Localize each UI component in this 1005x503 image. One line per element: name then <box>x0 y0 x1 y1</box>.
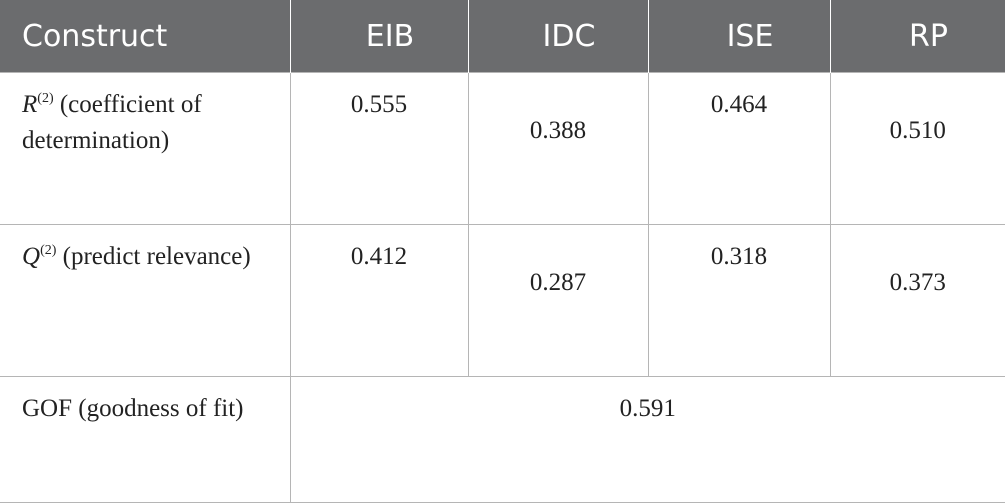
value-cell: 0.591 <box>289 376 1005 503</box>
value-cell: 0.510 <box>829 72 1005 225</box>
superscript: (2) <box>37 91 54 106</box>
header-cell: EIB <box>290 0 469 73</box>
header-cell: IDC <box>468 0 649 73</box>
row-label: R(2) (coefficient of determination) <box>0 72 291 225</box>
header-cell: Construct <box>0 0 291 73</box>
label-text: (coefficient of determination) <box>22 91 202 154</box>
table-body: R(2) (coefficient of determination) 0.555… <box>0 72 1005 503</box>
value-cell: 0.464 <box>647 72 831 225</box>
value: 0.318 <box>710 243 768 270</box>
value: 0.388 <box>529 117 587 144</box>
value: 0.287 <box>529 269 587 296</box>
value-cell: 0.287 <box>467 224 649 377</box>
value-cell: 0.318 <box>647 224 831 377</box>
value-cell: 0.388 <box>467 72 649 225</box>
superscript: (2) <box>40 243 57 258</box>
header-cell: RP <box>830 0 1005 73</box>
value-cell: 0.412 <box>289 224 469 377</box>
value: 0.412 <box>350 243 408 270</box>
value: 0.464 <box>710 91 768 118</box>
value: 0.373 <box>889 269 946 296</box>
symbol: Q <box>22 243 41 270</box>
value: 0.510 <box>889 117 946 144</box>
row: GOF (goodness of fit) 0.591 <box>0 376 1005 503</box>
value-cell: 0.373 <box>829 224 1005 377</box>
row: R(2) (coefficient of determination) 0.555… <box>0 72 1005 225</box>
header-cell: ISE <box>648 0 831 73</box>
value: 0.591 <box>619 395 676 422</box>
value: 0.555 <box>350 91 408 118</box>
row-label: Q(2) (predict relevance) <box>0 224 291 377</box>
row-label: GOF (goodness of fit) <box>0 376 291 503</box>
header-row: Construct EIB IDC ISE RP <box>0 0 1005 73</box>
value-cell: 0.555 <box>289 72 469 225</box>
symbol: R <box>22 91 38 118</box>
row: Q(2) (predict relevance) 0.412 0.287 0.318 0… <box>0 224 1005 377</box>
label-text: GOF (goodness of fit) <box>22 395 244 422</box>
label-text: (predict relevance) <box>62 243 251 270</box>
